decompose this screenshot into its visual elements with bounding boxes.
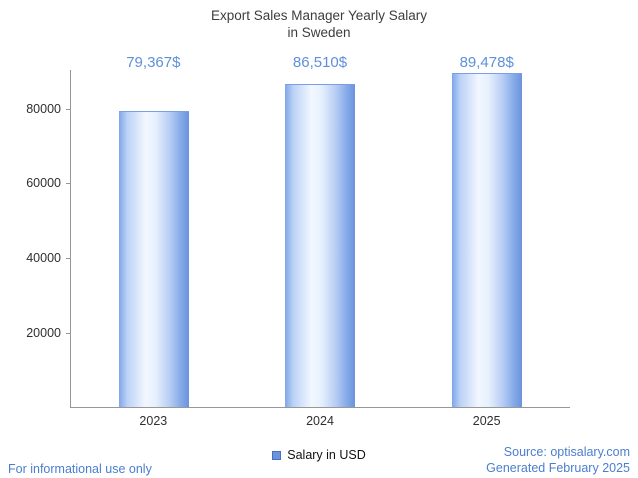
y-tick-mark xyxy=(66,108,70,110)
chart-title: Export Sales Manager Yearly Salary in Sw… xyxy=(0,7,638,41)
y-axis: 20000 40000 60000 80000 xyxy=(0,70,70,408)
plot-area xyxy=(70,70,570,408)
y-tick-mark xyxy=(66,183,70,185)
footer-right: Source: optisalary.com Generated Februar… xyxy=(486,444,630,476)
bar xyxy=(451,73,522,407)
legend: Salary in USD xyxy=(0,448,638,462)
y-tick-label: 60000 xyxy=(26,176,61,191)
bar-column xyxy=(237,70,403,407)
y-tick-mark xyxy=(66,258,70,260)
x-axis-label: 2023 xyxy=(139,414,168,428)
x-axis-label: 2025 xyxy=(472,414,501,428)
bar-column xyxy=(404,70,570,407)
x-axis-labels: 2023 2024 2025 xyxy=(70,414,570,428)
value-label: 79,367$ xyxy=(126,54,181,71)
y-tick-mark xyxy=(66,333,70,335)
y-tick-label: 80000 xyxy=(26,101,61,116)
y-tick-label: 20000 xyxy=(26,326,61,341)
bar xyxy=(285,84,356,407)
legend-swatch xyxy=(272,450,282,460)
chart-title-line-2: in Sweden xyxy=(287,25,351,40)
bar-column xyxy=(71,70,237,407)
value-label: 86,510$ xyxy=(292,54,348,71)
bar xyxy=(119,110,190,407)
value-label: 89,478$ xyxy=(459,54,514,71)
generated-text: Generated February 2025 xyxy=(486,461,630,475)
x-axis-label: 2024 xyxy=(306,414,334,428)
source-link[interactable]: Source: optisalary.com xyxy=(503,445,630,459)
chart-title-line-1: Export Sales Manager Yearly Salary xyxy=(210,8,428,23)
value-label-row: 79,367$ 86,510$ 89,478$ xyxy=(70,54,570,71)
y-tick-label: 40000 xyxy=(26,251,61,266)
informational-note: For informational use only xyxy=(8,462,152,476)
legend-label: Salary in USD xyxy=(287,448,366,462)
